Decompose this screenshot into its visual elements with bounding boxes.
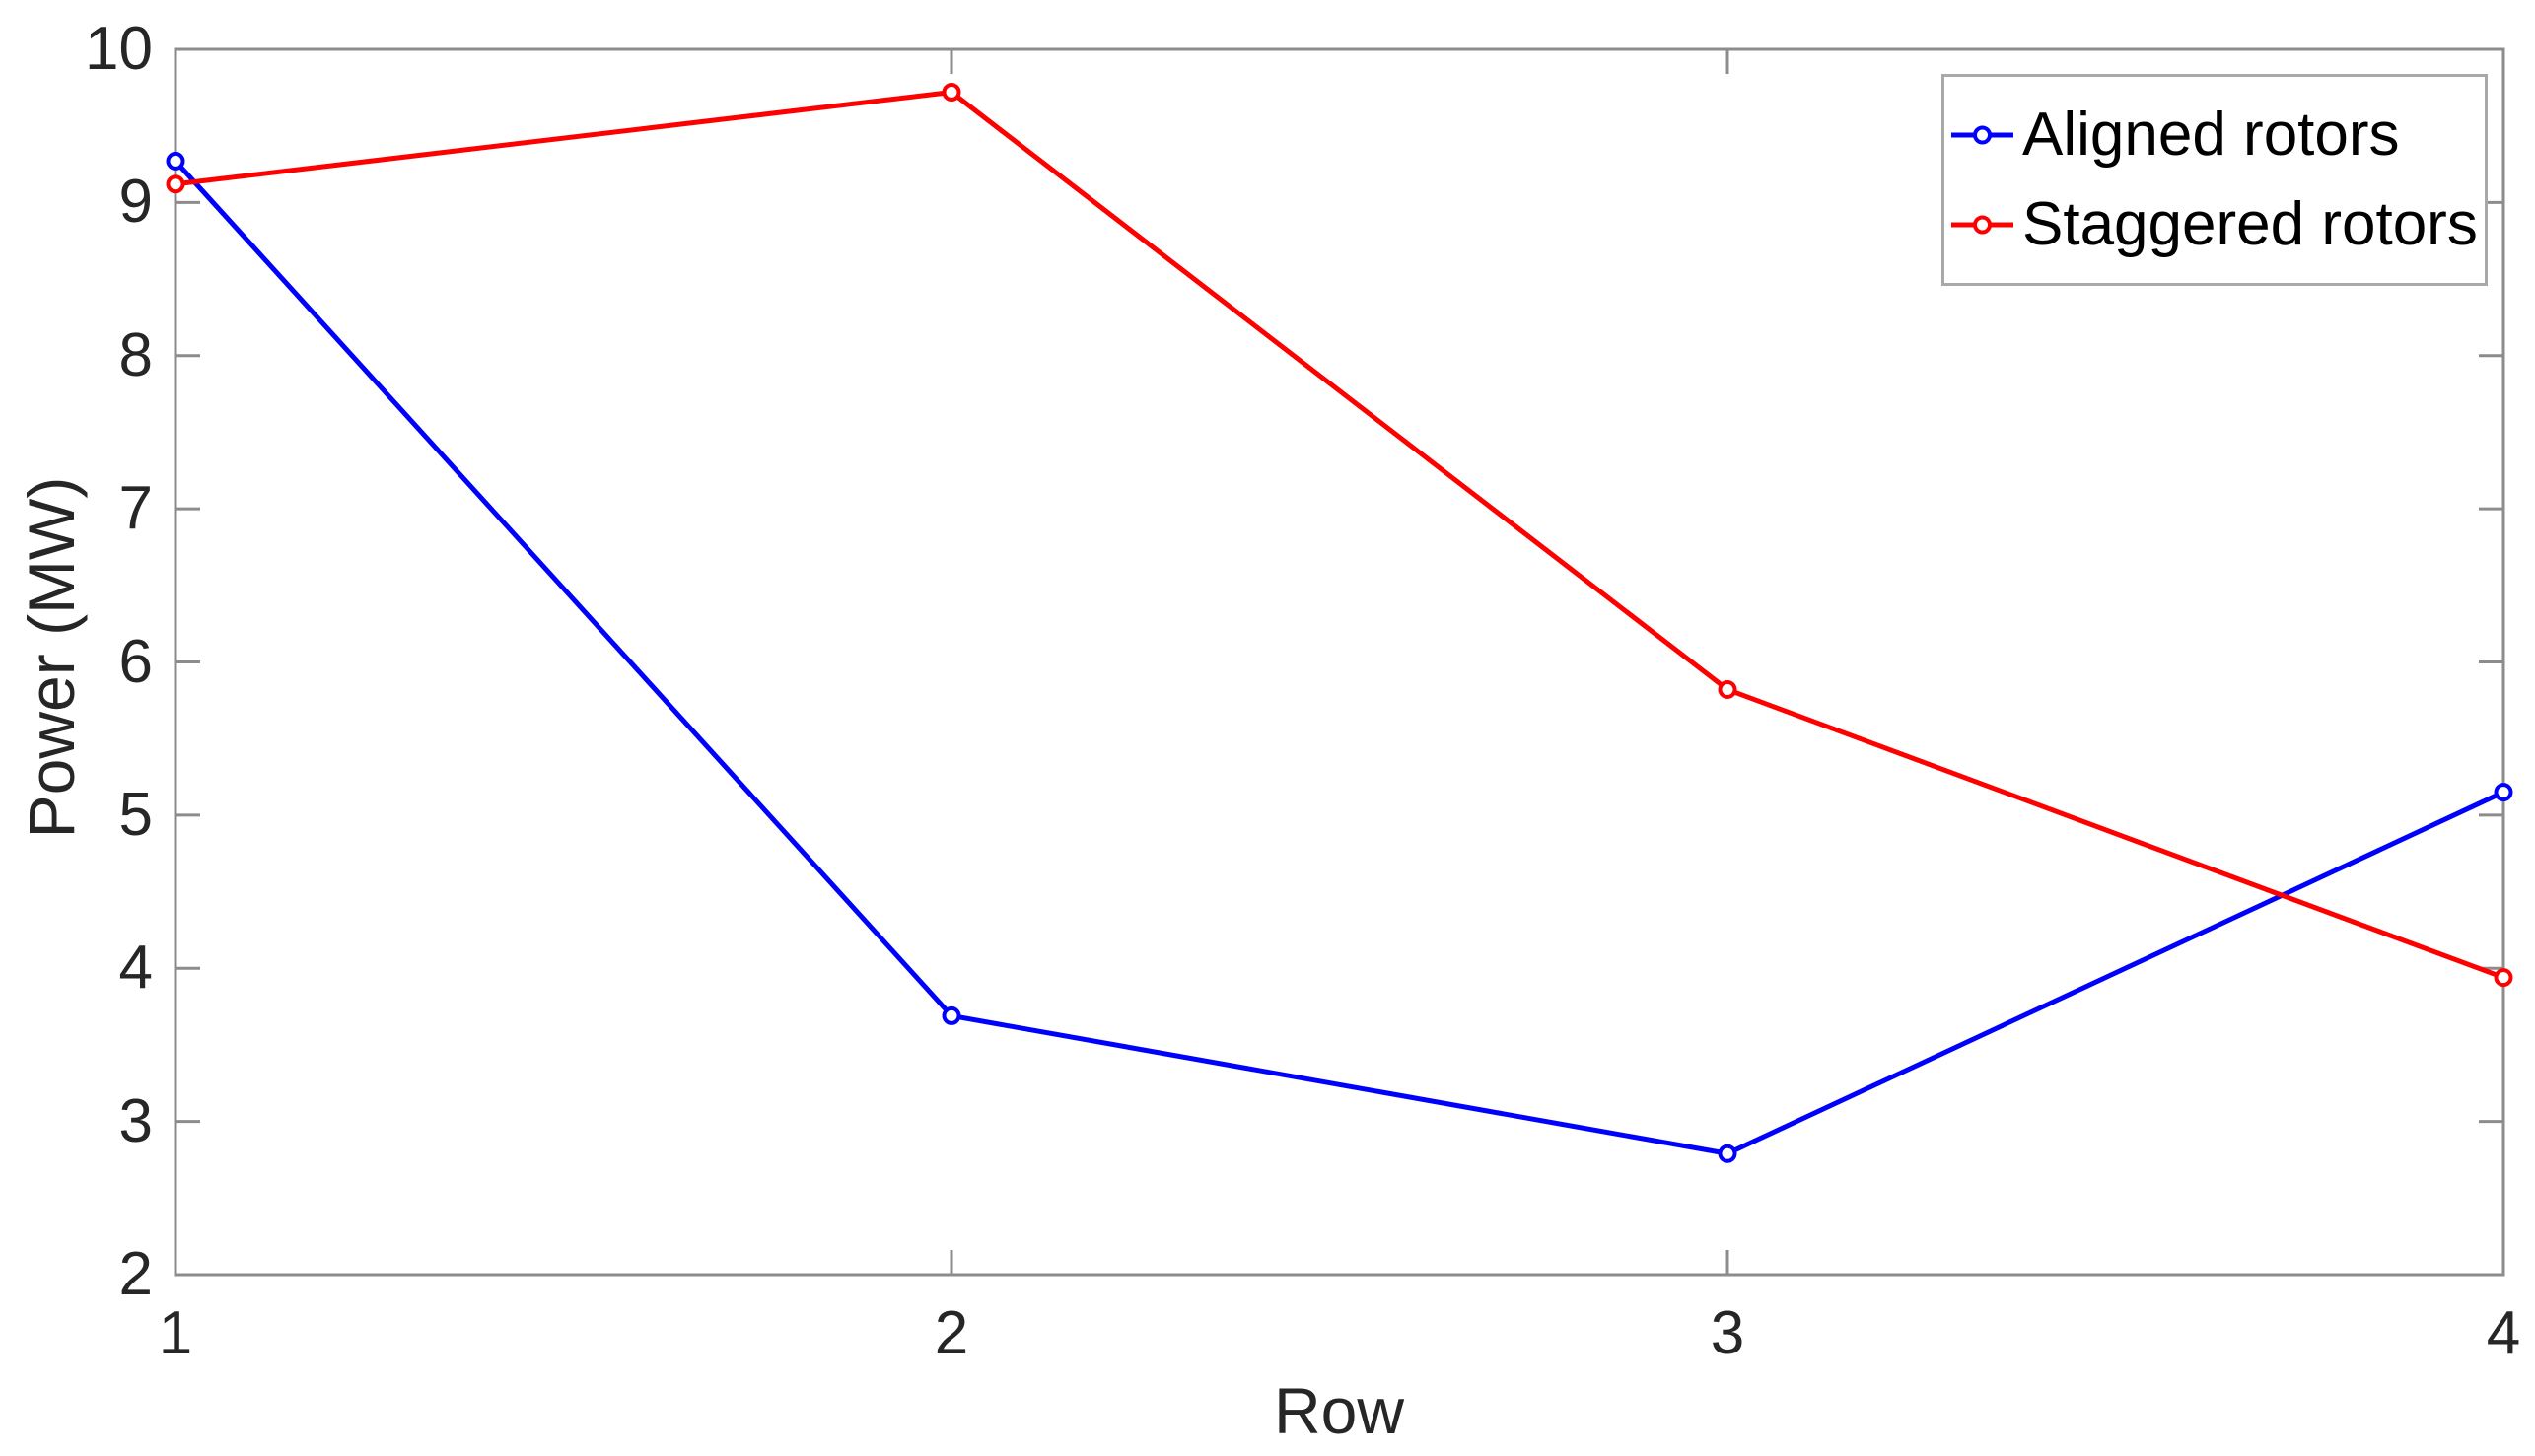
- legend-label-aligned-rotors: Aligned rotors: [2022, 101, 2400, 170]
- legend-item-aligned-rotors: Aligned rotors: [1944, 104, 2485, 166]
- y-tick-label-2: 2: [118, 1240, 153, 1308]
- legend-label-staggered-rotors: Staggered rotors: [2022, 189, 2478, 258]
- legend-aligned-line-marker-icon: [1951, 125, 2013, 145]
- y-tick-label-7: 7: [118, 474, 153, 543]
- y-axis-title: Power (MW): [15, 476, 88, 839]
- x-tick-label-1: 1: [158, 1299, 193, 1367]
- y-tick-label-5: 5: [118, 780, 153, 849]
- x-tick-label-3: 3: [1710, 1299, 1745, 1367]
- y-tick-label-8: 8: [118, 320, 153, 389]
- y-tick-label-6: 6: [118, 627, 153, 696]
- x-axis-title: Row: [1273, 1374, 1405, 1447]
- y-tick-label-10: 10: [85, 15, 153, 83]
- y-tick-label-9: 9: [118, 168, 153, 237]
- legend-staggered-line-marker-icon: [1951, 215, 2013, 235]
- legend-item-staggered-rotors: Staggered rotors: [1944, 189, 2485, 258]
- y-tick-label-3: 3: [118, 1086, 153, 1155]
- legend: Aligned rotors Staggered rotors: [1941, 74, 2488, 286]
- y-tick-label-4: 4: [118, 934, 153, 1003]
- x-tick-label-2: 2: [934, 1299, 969, 1367]
- x-tick-label-4: 4: [2486, 1299, 2521, 1367]
